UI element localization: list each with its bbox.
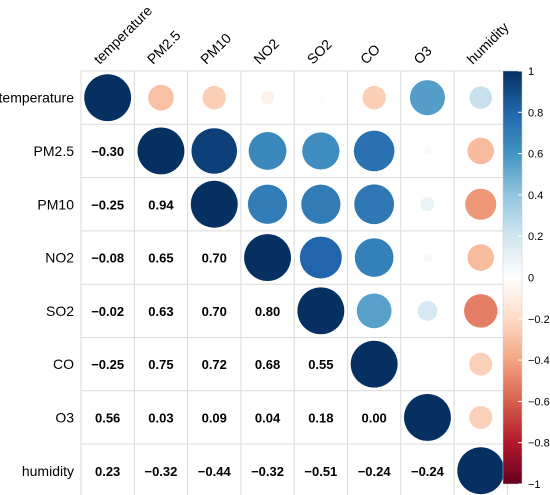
row-label-SO2: SO2 — [46, 303, 74, 319]
corr-circle-SO2-CO — [356, 293, 392, 329]
corr-circle-temperature-PM10 — [202, 85, 226, 110]
corr-circle-PM10-humidity — [465, 188, 497, 220]
colorbar-tick-label: −0.4 — [528, 355, 550, 367]
corr-value-SO2-PM10: 0.70 — [202, 304, 227, 319]
corr-value-CO-PM2.5: 0.75 — [148, 357, 173, 372]
corr-value-CO-PM10: 0.72 — [202, 357, 227, 372]
corr-circle-PM10-CO — [354, 184, 395, 225]
corr-circle-SO2-SO2 — [297, 287, 345, 335]
corr-value-SO2-PM2.5: 0.63 — [148, 304, 173, 319]
corr-value-humidity-SO2: −0.51 — [304, 464, 337, 479]
corr-value-PM10-PM2.5: 0.94 — [148, 197, 174, 212]
corr-value-O3-temperature: 0.56 — [95, 410, 120, 425]
colorbar-tick-label: 0.8 — [528, 107, 543, 119]
corr-circle-PM2.5-humidity — [467, 137, 495, 165]
corr-circle-NO2-humidity — [467, 244, 495, 271]
corr-circle-temperature-CO — [362, 85, 386, 110]
corr-circle-O3-O3 — [404, 394, 451, 441]
row-label-NO2: NO2 — [45, 250, 74, 266]
corr-value-humidity-PM2.5: −0.32 — [144, 464, 177, 479]
row-label-PM2.5: PM2.5 — [34, 143, 75, 159]
colorbar-tick-label: −0.6 — [528, 396, 550, 408]
corr-circle-temperature-SO2 — [317, 94, 325, 101]
colorbar-tick-label: 0.2 — [528, 231, 543, 243]
corr-circle-PM2.5-PM2.5 — [137, 127, 185, 175]
corr-circle-temperature-O3 — [409, 80, 446, 116]
corr-value-SO2-temperature: −0.02 — [91, 304, 124, 319]
corr-value-humidity-CO: −0.24 — [358, 464, 392, 479]
corr-value-humidity-PM10: −0.44 — [198, 464, 232, 479]
corr-circle-CO-humidity — [469, 352, 493, 376]
col-label-humidity: humidity — [464, 19, 512, 67]
corr-circle-temperature-PM2.5 — [148, 84, 174, 111]
colorbar-tick-label: 0.4 — [528, 190, 543, 202]
col-label-CO: CO — [357, 41, 383, 67]
corr-value-PM2.5-temperature: −0.30 — [91, 144, 124, 159]
corr-circle-PM2.5-CO — [353, 130, 395, 172]
colorbar-tick-label: −0.8 — [528, 438, 550, 450]
corr-value-NO2-PM10: 0.70 — [202, 251, 227, 266]
corr-value-CO-NO2: 0.68 — [255, 357, 280, 372]
corr-value-humidity-O3: −0.24 — [411, 464, 445, 479]
corr-circle-humidity-humidity — [457, 447, 505, 495]
corr-circle-PM2.5-NO2 — [248, 132, 287, 170]
corr-value-humidity-temperature: 0.23 — [95, 464, 120, 479]
colorbar-tick-label: 0 — [528, 273, 534, 285]
corr-circle-PM2.5-O3 — [423, 146, 432, 156]
corr-value-CO-SO2: 0.55 — [308, 357, 333, 372]
corr-circle-PM2.5-PM10 — [191, 128, 237, 174]
corr-value-NO2-PM2.5: 0.65 — [148, 251, 173, 266]
row-label-O3: O3 — [55, 409, 74, 425]
corr-circle-PM10-NO2 — [247, 184, 288, 224]
corr-circle-PM10-SO2 — [301, 184, 341, 224]
corr-circle-temperature-humidity — [469, 86, 492, 109]
colorbar-tick-label: −1 — [528, 479, 541, 491]
corr-circle-PM2.5-SO2 — [302, 132, 340, 170]
corr-circle-temperature-temperature — [84, 74, 132, 122]
corr-value-humidity-NO2: −0.32 — [251, 464, 284, 479]
corr-circle-NO2-NO2 — [244, 234, 291, 281]
colorbar: 1 0.8 0.6 0.4 0.2 0 −0.2 −0.4 −0.6 −0.8 −1 — [502, 66, 550, 491]
colorbar-tick-label: 1 — [528, 66, 534, 78]
col-label-SO2: SO2 — [304, 36, 335, 67]
row-label-temperature: temperature — [0, 90, 74, 106]
corr-value-O3-SO2: 0.18 — [308, 410, 333, 425]
corr-circle-PM10-PM10 — [190, 180, 238, 228]
row-label-CO: CO — [53, 356, 74, 372]
corr-value-O3-PM2.5: 0.03 — [148, 410, 173, 425]
colorbar-tick-label: 0.6 — [528, 149, 543, 161]
corr-circle-PM10-O3 — [420, 197, 435, 212]
col-label-PM2.5: PM2.5 — [144, 27, 184, 67]
corr-circle-NO2-SO2 — [299, 236, 342, 279]
corr-value-O3-PM10: 0.09 — [202, 410, 227, 425]
col-label-PM10: PM10 — [197, 30, 234, 67]
colorbar-tick-label: −0.2 — [528, 314, 550, 326]
row-label-humidity: humidity — [22, 463, 74, 479]
corr-value-SO2-NO2: 0.80 — [255, 304, 280, 319]
corr-circle-CO-CO — [350, 340, 398, 388]
cells: −0.30 −0.25 0.94 −0.08 0.65 0.70 −0.02 0.63 0.70… — [84, 74, 505, 495]
corr-value-PM10-temperature: −0.25 — [91, 197, 124, 212]
col-label-NO2: NO2 — [250, 35, 282, 67]
corr-value-NO2-temperature: −0.08 — [91, 251, 124, 266]
corr-value-O3-CO: 0.00 — [361, 410, 386, 425]
corr-circle-SO2-humidity — [464, 294, 498, 328]
corr-value-CO-temperature: −0.25 — [91, 357, 124, 372]
col-label-O3: O3 — [410, 42, 435, 67]
corr-circle-NO2-CO — [354, 238, 394, 277]
corr-circle-O3-humidity — [469, 405, 493, 429]
corr-circle-SO2-O3 — [417, 300, 438, 321]
corr-circle-NO2-O3 — [422, 252, 433, 263]
corr-value-O3-NO2: 0.04 — [255, 410, 281, 425]
row-label-PM10: PM10 — [37, 196, 74, 212]
corr-circle-temperature-NO2 — [260, 91, 275, 105]
